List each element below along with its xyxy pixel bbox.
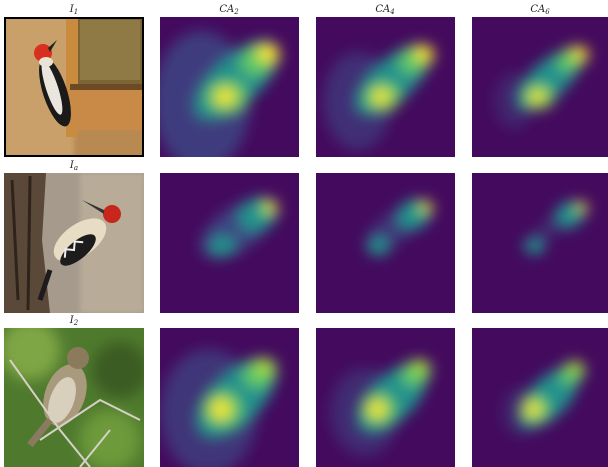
heatmap (472, 328, 608, 467)
heat-blob (530, 90, 545, 103)
label-sub: 1 (74, 8, 78, 16)
heat-blob (422, 202, 432, 211)
row-label: I1 (69, 4, 78, 16)
heatmap (472, 173, 608, 313)
label-base: CA (530, 4, 545, 15)
label-sub: 6 (545, 8, 550, 16)
heatmap (160, 328, 299, 467)
figure: I1 Ia I2 CA2 CA4 CA6 (0, 0, 608, 467)
label-base: CA (375, 4, 390, 15)
row-label: I2 (69, 315, 79, 327)
heat-blob (209, 235, 237, 257)
heat-blob (415, 46, 435, 61)
heatmap (316, 17, 455, 157)
heat-blob (216, 88, 235, 105)
column-label: CA2 (219, 4, 239, 16)
heatmap (316, 328, 455, 467)
heat-blob (579, 203, 587, 210)
column-label: CA4 (375, 4, 394, 16)
page: I1 Ia I2 CA2 CA4 CA6 (0, 0, 608, 467)
column-label: CA6 (530, 4, 550, 16)
heat-blob (366, 236, 390, 256)
heat-blob (570, 362, 583, 373)
heatmap (160, 173, 299, 313)
label-sub: 2 (233, 8, 239, 16)
heat-blob (524, 237, 545, 254)
photo (0, 320, 148, 467)
label-base: CA (219, 4, 234, 15)
row-label: Ia (69, 160, 78, 172)
heat-blob (413, 361, 428, 373)
heat-blob (369, 401, 386, 418)
heat-blob (211, 399, 230, 419)
heat-blob (257, 45, 279, 62)
heat-blob (373, 89, 390, 104)
heat-blob (256, 360, 273, 374)
heatmap (316, 173, 455, 313)
heat-blob (266, 202, 277, 212)
heatmap (153, 17, 299, 171)
photo (4, 17, 144, 157)
heat-blob (572, 47, 589, 60)
label-sub: a (74, 164, 78, 172)
heat-blob (526, 402, 541, 417)
heatmap (472, 17, 608, 157)
photo (4, 173, 144, 313)
label-sub: 2 (73, 319, 79, 327)
label-sub: 4 (389, 8, 394, 16)
